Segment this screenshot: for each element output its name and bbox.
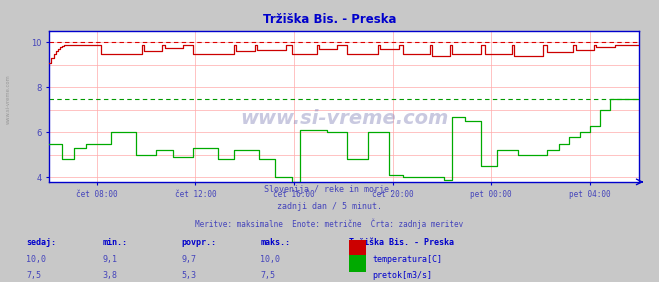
Text: www.si-vreme.com: www.si-vreme.com: [240, 109, 449, 128]
Text: 7,5: 7,5: [26, 271, 42, 280]
Text: 5,3: 5,3: [181, 271, 196, 280]
Text: min.:: min.:: [102, 238, 127, 247]
Text: temperatura[C]: temperatura[C]: [372, 255, 442, 264]
Text: Slovenija / reke in morje.: Slovenija / reke in morje.: [264, 185, 395, 194]
Text: 10,0: 10,0: [260, 255, 280, 264]
Text: 7,5: 7,5: [260, 271, 275, 280]
Text: pretok[m3/s]: pretok[m3/s]: [372, 271, 432, 280]
Text: 9,1: 9,1: [102, 255, 117, 264]
Text: 10,0: 10,0: [26, 255, 46, 264]
Text: maks.:: maks.:: [260, 238, 291, 247]
Text: sedaj:: sedaj:: [26, 238, 57, 247]
Text: Tržiška Bis. - Preska: Tržiška Bis. - Preska: [349, 238, 454, 247]
Text: Tržiška Bis. - Preska: Tržiška Bis. - Preska: [263, 13, 396, 26]
Text: povpr.:: povpr.:: [181, 238, 216, 247]
Text: zadnji dan / 5 minut.: zadnji dan / 5 minut.: [277, 202, 382, 211]
Text: 3,8: 3,8: [102, 271, 117, 280]
Text: www.si-vreme.com: www.si-vreme.com: [5, 74, 11, 124]
Text: 9,7: 9,7: [181, 255, 196, 264]
Text: Meritve: maksimalne  Enote: metrične  Črta: zadnja meritev: Meritve: maksimalne Enote: metrične Črta…: [195, 219, 464, 229]
